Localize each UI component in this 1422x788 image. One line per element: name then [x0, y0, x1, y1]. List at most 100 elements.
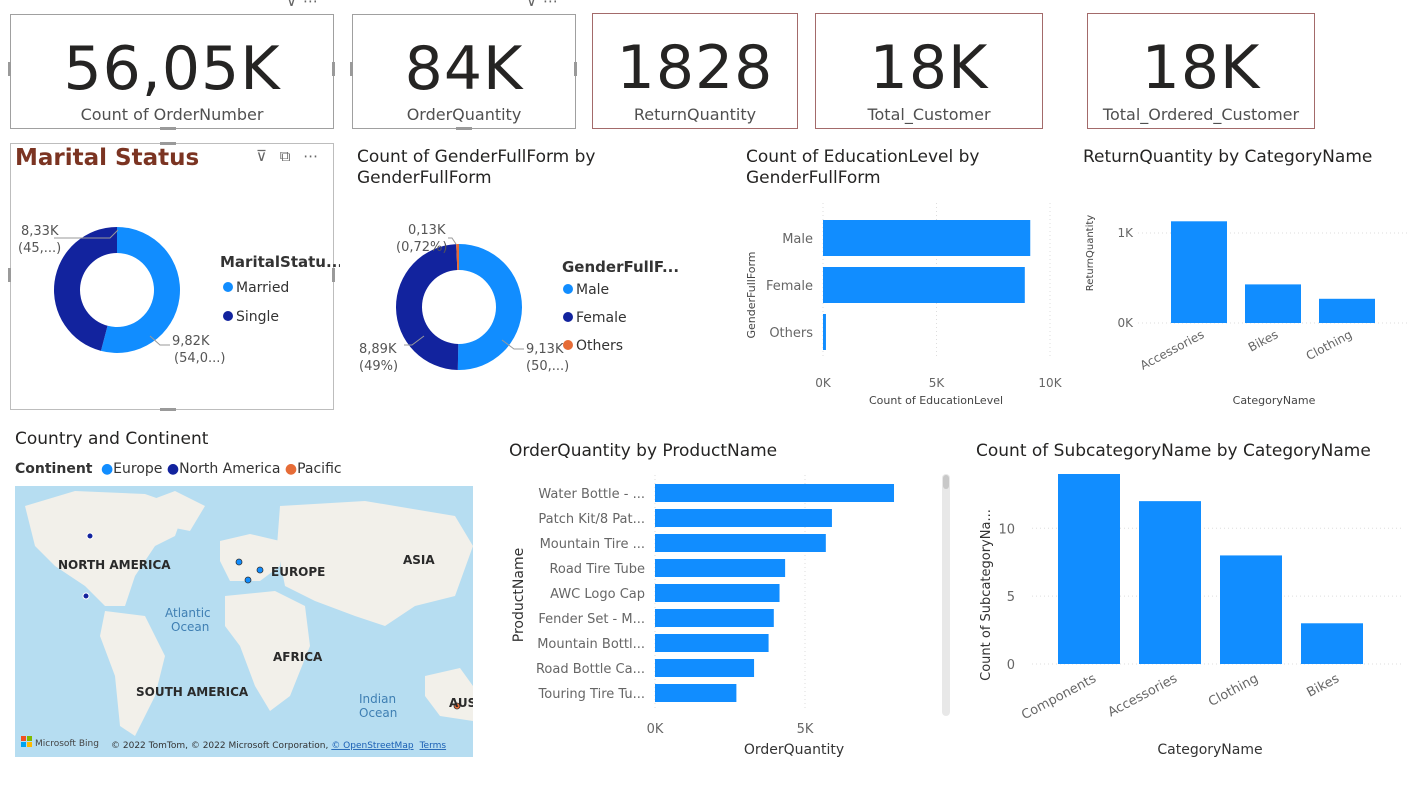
kpi-card-total-ordered-customer[interactable]: 18K Total_Ordered_Customer: [1087, 13, 1315, 129]
resize-handle[interactable]: [160, 127, 176, 130]
map-title: Country and Continent: [15, 429, 209, 449]
bar-product[interactable]: [655, 584, 780, 602]
resize-handle[interactable]: [574, 62, 577, 76]
kpi-card-return-quantity[interactable]: 1828 ReturnQuantity: [592, 13, 798, 129]
resize-handle[interactable]: [332, 62, 335, 76]
bar-male[interactable]: [823, 220, 1031, 256]
tick-label: Patch Kit/8 Pat...: [538, 512, 645, 527]
bar-female[interactable]: [823, 267, 1025, 303]
bar-bikes[interactable]: [1245, 284, 1301, 323]
resize-handle[interactable]: [160, 142, 176, 145]
gender-slice-others[interactable]: [456, 244, 459, 271]
legend-item: Single: [236, 309, 279, 325]
gender-donut-chart: 0,13K (0,72%) 8,89K (49%) 9,13K (50,...)…: [359, 223, 679, 374]
map-label: ASIA: [403, 553, 435, 567]
map-label: NORTH AMERICA: [58, 558, 171, 572]
gender-chart-title: Count of GenderFullForm by GenderFullForm: [357, 147, 596, 188]
page-title: Marital Status: [15, 145, 200, 171]
axis-title: CategoryName: [1157, 742, 1262, 758]
map-label: Atlantic: [165, 606, 211, 620]
tick-label: Clothing: [1304, 327, 1355, 363]
bar-accessories[interactable]: [1171, 221, 1227, 323]
focus-mode-icon[interactable]: ⧉: [279, 147, 291, 165]
tick-label: Fender Set - M...: [538, 612, 645, 627]
axis-title: ProductName: [511, 548, 527, 642]
bar-product[interactable]: [655, 634, 769, 652]
scrollbar-thumb[interactable]: [943, 475, 949, 489]
tick-label: 10K: [1038, 376, 1062, 390]
visual-header-icons[interactable]: ⊽⋯: [286, 0, 324, 10]
bar-product[interactable]: [655, 559, 786, 577]
resize-handle[interactable]: [8, 62, 11, 76]
axis-title: Count of SubcategoryNa...: [979, 509, 994, 681]
legend-title: GenderFullF...: [562, 258, 679, 276]
bar-bikes[interactable]: [1301, 623, 1363, 664]
filter-icon[interactable]: ⊽: [256, 147, 267, 165]
legend-title: MaritalStatu...: [220, 253, 340, 271]
marital-slice-single[interactable]: [53, 227, 117, 351]
bar-product[interactable]: [655, 484, 895, 502]
marital-slices: [53, 227, 180, 353]
returns-bar-chart: ReturnQuantity CategoryName 1K 0K Accesso…: [1085, 215, 1408, 407]
resize-handle[interactable]: [332, 268, 335, 282]
tick-label: 5K: [797, 722, 814, 737]
visual-header-icons[interactable]: ⊽⋯: [526, 0, 564, 10]
legend-title: Continent: [15, 461, 93, 477]
resize-handle[interactable]: [350, 62, 353, 76]
tick-label: Water Bottle - ...: [538, 487, 645, 502]
data-label: (45,...): [18, 241, 61, 256]
data-label: 8,89K: [359, 342, 397, 357]
kpi-label: OrderQuantity: [406, 105, 522, 124]
bar-product[interactable]: [655, 609, 774, 627]
legend-item: Male: [576, 282, 609, 298]
tick-label: 0K: [1117, 316, 1134, 330]
education-bar-chart: GenderFullForm Count of EducationLevel 0…: [745, 203, 1063, 407]
bar-product[interactable]: [655, 534, 826, 552]
legend-marker: [563, 284, 573, 294]
kpi-card-total-customer[interactable]: 18K Total_Customer: [815, 13, 1043, 129]
bing-logo: Microsoft Bing: [35, 739, 99, 749]
bar-clothing[interactable]: [1220, 555, 1282, 664]
visual-header-icons[interactable]: ⊽ ⧉ ⋯: [256, 147, 318, 165]
bar-product[interactable]: [655, 684, 737, 702]
more-options-icon[interactable]: ⋯: [303, 147, 319, 165]
bar-product[interactable]: [655, 509, 832, 527]
tick-label: 0K: [647, 722, 664, 737]
gender-slice-male[interactable]: [457, 244, 522, 370]
tick-label: Road Tire Tube: [549, 562, 645, 577]
tick-label: 10: [998, 522, 1015, 537]
tick-label: Accessories: [1106, 671, 1181, 720]
axis-title: OrderQuantity: [744, 742, 844, 758]
kpi-card-order-quantity[interactable]: 84K OrderQuantity: [352, 14, 576, 129]
axis-title: CategoryName: [1233, 394, 1316, 407]
kpi-card-order-count[interactable]: 56,05K Count of OrderNumber: [10, 14, 334, 129]
marital-donut-chart: 8,33K (45,...) 9,82K (54,0...) MaritalSt…: [18, 224, 340, 366]
resize-handle[interactable]: [8, 268, 11, 282]
world-map[interactable]: NORTH AMERICA EUROPE ASIA Atlantic Ocean…: [15, 486, 473, 757]
legend-marker: ●: [284, 461, 298, 477]
axis-title: ReturnQuantity: [1085, 215, 1096, 291]
legend-item: Europe: [113, 461, 163, 477]
resize-handle[interactable]: [456, 127, 472, 130]
legend-item: Married: [236, 280, 289, 296]
scrollbar-track[interactable]: [942, 474, 950, 716]
bar-product[interactable]: [655, 659, 755, 677]
marital-slice-married[interactable]: [100, 227, 180, 353]
subcat-chart-title: Count of SubcategoryName by CategoryName: [976, 441, 1371, 461]
map-label: Ocean: [359, 706, 397, 720]
gender-slice-female[interactable]: [395, 244, 459, 370]
data-label: 9,13K: [526, 342, 564, 357]
bar-accessories[interactable]: [1139, 501, 1201, 664]
map-label: SOUTH AMERICA: [136, 685, 249, 699]
bar-others[interactable]: [823, 314, 826, 350]
tick-label: Mountain Bottl...: [537, 637, 645, 652]
kpi-value: 84K: [404, 34, 524, 104]
data-label: (49%): [359, 359, 398, 374]
legend-item: Others: [576, 338, 623, 354]
bar-clothing[interactable]: [1319, 298, 1375, 323]
bar-components[interactable]: [1058, 474, 1120, 664]
map-canvas: NORTH AMERICA EUROPE ASIA Atlantic Ocean…: [21, 491, 473, 751]
tick-label: Road Bottle Ca...: [536, 662, 645, 677]
axis-title: Count of EducationLevel: [869, 394, 1003, 407]
resize-handle[interactable]: [160, 408, 176, 411]
